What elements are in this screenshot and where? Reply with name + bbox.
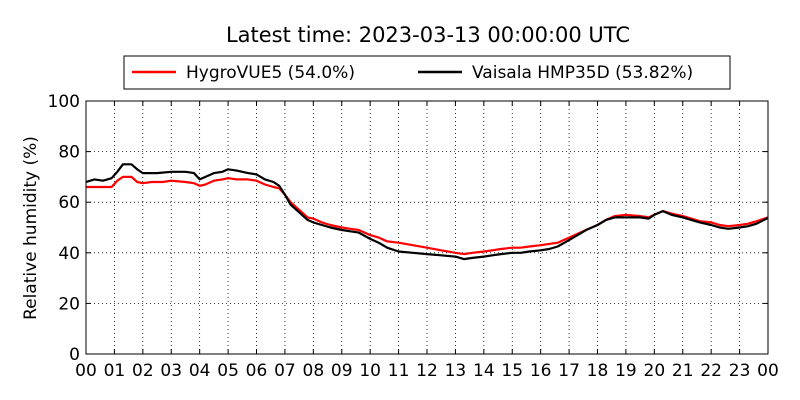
x-tick-label: 07 (274, 361, 296, 381)
x-tick-label: 02 (132, 361, 154, 381)
x-tick-label: 12 (416, 361, 438, 381)
x-tick-label: 06 (246, 361, 268, 381)
x-tick-label: 13 (445, 361, 467, 381)
x-axis-ticks: 00 01 02 03 04 05 06 07 08 09 10 11 12 13 14 15 16 17 18 19… (75, 101, 779, 381)
y-axis-label: Relative humidity (%) (21, 136, 41, 320)
series-line-0 (86, 175, 769, 256)
grid (86, 101, 768, 354)
legend-label-hygrovue5: HygroVUE5 (54.0%) (186, 63, 355, 83)
x-tick-label: 01 (104, 361, 126, 381)
chart-title: Latest time: 2023-03-13 00:00:00 UTC (226, 23, 630, 47)
plot-frame (85, 100, 769, 355)
y-tick-label: 80 (58, 143, 80, 163)
y-tick-label: 20 (58, 294, 80, 314)
x-tick-label: 04 (189, 361, 211, 381)
x-tick-label: 23 (729, 361, 751, 381)
x-tick-label: 11 (388, 361, 410, 381)
x-tick-label: 05 (217, 361, 239, 381)
x-tick-label: 21 (672, 361, 694, 381)
x-tick-label: 15 (501, 361, 523, 381)
x-tick-label: 00 (757, 361, 779, 381)
y-tick-label: 100 (48, 92, 80, 112)
x-tick-label: 19 (615, 361, 637, 381)
x-tick-label: 10 (359, 361, 381, 381)
x-tick-label: 00 (75, 361, 97, 381)
legend-label-vaisala: Vaisala HMP35D (53.82%) (472, 63, 693, 83)
y-tick-label: 40 (58, 244, 80, 264)
legend: HygroVUE5 (54.0%) Vaisala HMP35D (53.82%… (123, 55, 731, 90)
series-line-1 (85, 163, 769, 261)
x-tick-label: 22 (700, 361, 722, 381)
y-tick-label: 0 (69, 345, 80, 365)
x-tick-label: 08 (303, 361, 325, 381)
x-tick-label: 17 (558, 361, 580, 381)
series-lines (85, 163, 769, 261)
x-tick-label: 20 (644, 361, 666, 381)
y-tick-label: 60 (58, 193, 80, 213)
x-tick-label: 16 (530, 361, 552, 381)
x-tick-label: 09 (331, 361, 353, 381)
x-tick-label: 03 (160, 361, 182, 381)
x-tick-label: 14 (473, 361, 495, 381)
x-tick-label: 18 (587, 361, 609, 381)
y-axis-ticks: 0 20 40 60 80 100 (48, 92, 768, 365)
